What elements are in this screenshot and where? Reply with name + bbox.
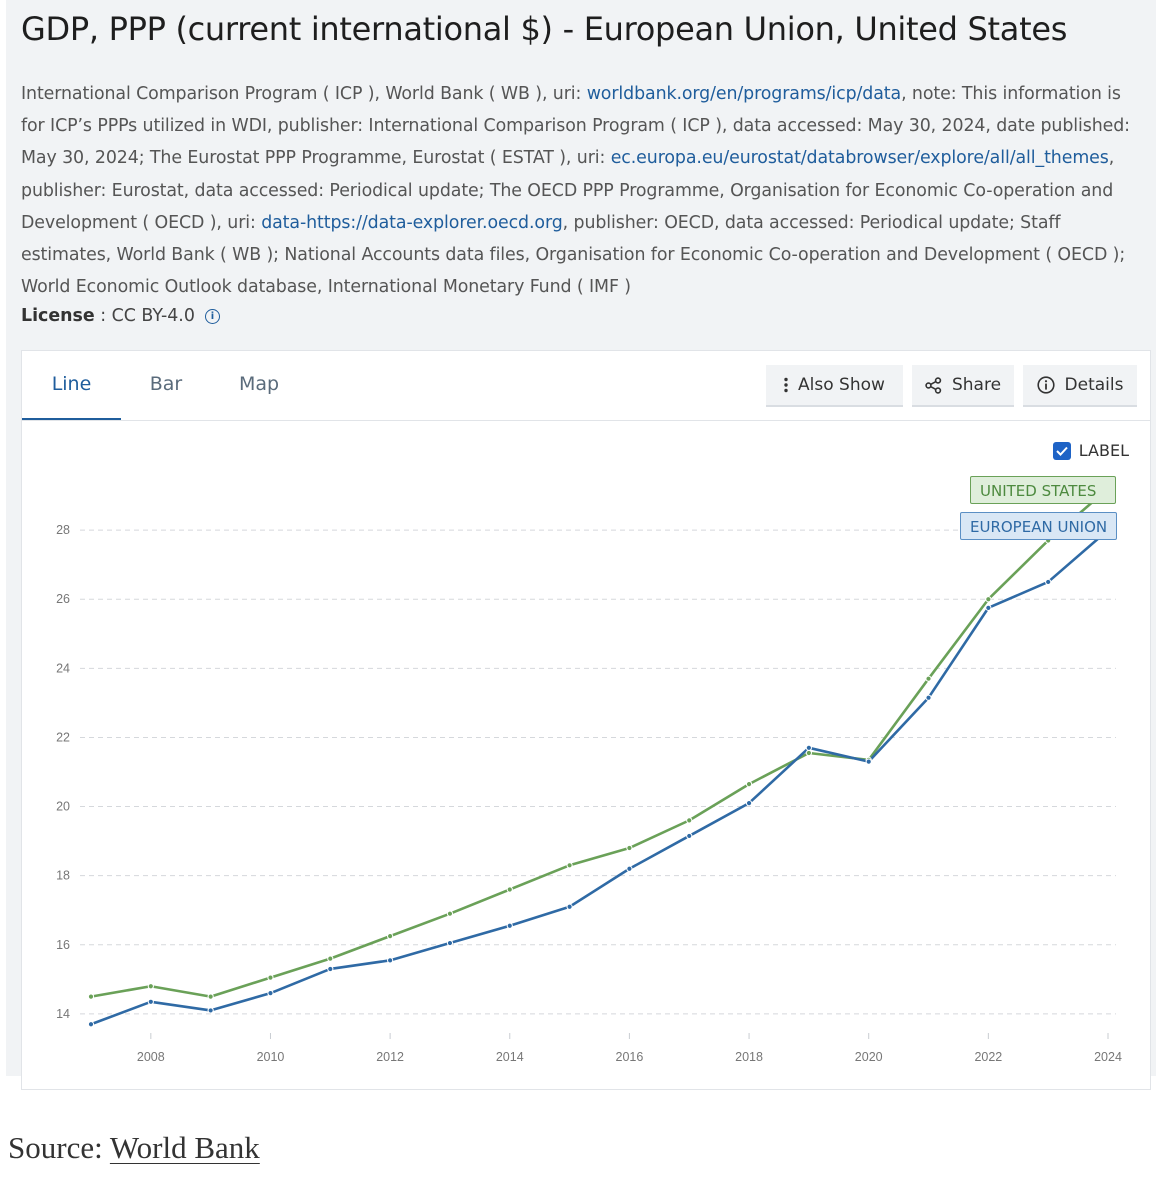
- data-point: [87, 1021, 95, 1028]
- data-point: [626, 844, 633, 852]
- page-title: GDP, PPP (current international $) - Eur…: [21, 10, 1068, 48]
- series-label-united-states: UNITED STATES: [970, 476, 1116, 504]
- data-point: [506, 922, 513, 929]
- also-show-label: Also Show: [798, 375, 885, 395]
- x-tick-label: 2012: [376, 1050, 404, 1064]
- tab-line[interactable]: Line: [22, 351, 121, 421]
- data-point: [805, 749, 812, 757]
- data-point: [865, 758, 872, 765]
- data-point: [686, 832, 693, 840]
- info-icon[interactable]: i: [204, 309, 220, 324]
- x-tick-label: 2016: [616, 1050, 644, 1064]
- source-text-2: , note: This information is for ICP’s PP…: [21, 84, 1130, 169]
- y-tick-label: 22: [56, 730, 70, 744]
- data-point: [267, 990, 274, 997]
- chart-card: Line Bar Map Also Show Share Details 14 1…: [21, 350, 1151, 1090]
- license-row: License : CC BY-4.0 i: [21, 306, 220, 326]
- source-link-oecd[interactable]: data-https://data-explorer.oecd.org: [261, 212, 563, 233]
- footer-source: Source: World Bank: [8, 1130, 260, 1166]
- data-point: [686, 817, 693, 824]
- data-point: [207, 993, 214, 1000]
- info-circle-icon: [1036, 376, 1055, 394]
- x-tick-label: 2008: [137, 1050, 165, 1064]
- y-tick-label: 24: [56, 661, 70, 675]
- data-point: [566, 862, 573, 869]
- data-point: [925, 694, 932, 701]
- source-text-3: , publisher: Eurostat, data accessed: Pe…: [21, 148, 1115, 233]
- data-point: [745, 800, 753, 807]
- y-tick-label: 20: [56, 800, 70, 814]
- details-label: Details: [1064, 375, 1124, 395]
- y-tick-label: 28: [56, 523, 70, 537]
- data-point: [446, 939, 454, 947]
- data-point: [87, 993, 95, 1000]
- data-point: [805, 744, 812, 751]
- data-point: [985, 604, 992, 611]
- data-point: [387, 933, 394, 940]
- label-toggle-text: LABEL: [1078, 441, 1129, 460]
- data-point: [207, 1007, 214, 1014]
- tab-divider: [22, 420, 1150, 421]
- data-point: [147, 983, 154, 990]
- y-tick-label: 26: [56, 592, 70, 606]
- series-line: [90, 487, 1109, 998]
- data-point: [327, 955, 334, 962]
- also-show-button[interactable]: Also Show: [766, 365, 903, 407]
- data-point: [387, 957, 394, 964]
- source-link-eurostat[interactable]: ec.europa.eu/eurostat/databrowser/explor…: [610, 148, 1109, 169]
- x-tick-label: 2022: [974, 1050, 1002, 1064]
- x-tick-label: 2010: [257, 1050, 285, 1064]
- label-toggle[interactable]: LABEL: [1052, 441, 1129, 460]
- checkbox-checked-icon[interactable]: [1052, 441, 1071, 460]
- license-value: CC BY-4.0: [111, 306, 195, 326]
- series-label-european-union: EUROPEAN UNION: [960, 512, 1117, 540]
- share-label: Share: [951, 375, 1002, 395]
- source-link-icp[interactable]: worldbank.org/en/programs/icp/data: [586, 84, 902, 104]
- y-tick-label: 14: [56, 1007, 70, 1021]
- data-point: [566, 903, 573, 910]
- x-tick-label: 2020: [855, 1050, 883, 1064]
- y-tick-label: 16: [56, 938, 70, 952]
- world-bank-link[interactable]: World Bank: [109, 1130, 260, 1165]
- tab-map[interactable]: Map: [238, 373, 280, 395]
- details-button[interactable]: Details: [1023, 365, 1137, 407]
- data-point: [745, 780, 753, 788]
- more-vertical-icon: [784, 377, 788, 393]
- share-button[interactable]: Share: [912, 365, 1014, 407]
- data-point: [626, 865, 633, 872]
- data-point: [267, 974, 274, 981]
- source-text-4: , publisher: OECD, data accessed: Period…: [21, 212, 1126, 298]
- tab-bar[interactable]: Bar: [149, 373, 183, 395]
- data-point: [985, 596, 992, 603]
- share-icon: [925, 376, 942, 394]
- source-prefix: Source:: [8, 1130, 110, 1165]
- data-point: [925, 675, 932, 682]
- data-point: [446, 910, 454, 917]
- x-tick-label: 2018: [735, 1050, 763, 1064]
- data-point: [327, 965, 334, 973]
- source-description: International Comparison Program ( ICP )…: [21, 78, 1145, 303]
- data-point: [1045, 578, 1052, 586]
- license-label: License: [21, 306, 95, 326]
- source-text-1: International Comparison Program ( ICP )…: [21, 84, 587, 104]
- data-point: [506, 886, 513, 893]
- data-point: [147, 998, 154, 1005]
- y-tick-label: 18: [56, 869, 70, 883]
- x-tick-label: 2024: [1094, 1050, 1122, 1064]
- series-line: [90, 529, 1109, 1026]
- x-tick-label: 2014: [496, 1050, 524, 1064]
